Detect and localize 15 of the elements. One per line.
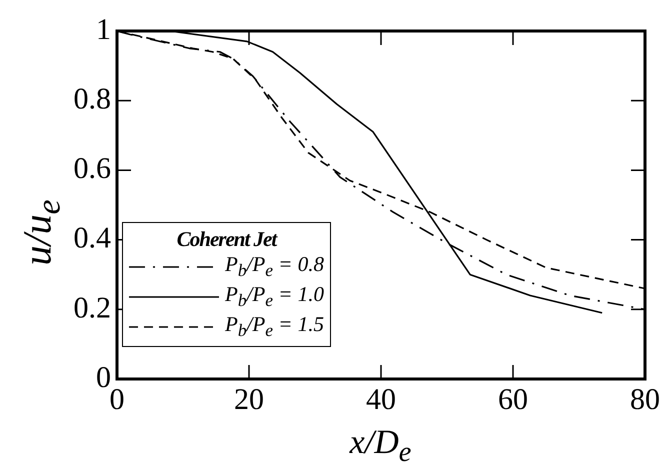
legend-label: P$_{b}$/P$_{e}$ = 1.0 (225, 282, 324, 312)
legend-label: P$_{b}$/P$_{e}$ = 0.8 (225, 252, 324, 282)
x-tick-label: 60 (498, 382, 528, 416)
x-tick-label: 80 (630, 382, 660, 416)
y-tick-label: 0.8 (74, 82, 111, 116)
y-tick-label: 0 (96, 360, 111, 394)
y-tick-label: 1 (96, 12, 111, 46)
y-tick-label: 0.6 (74, 152, 111, 186)
y-tick-label: 0.2 (74, 291, 111, 324)
y-tick-label: 0.4 (74, 222, 111, 255)
x-tick-label: 40 (366, 382, 396, 416)
x-tick-label: 20 (234, 382, 264, 416)
legend-title: Coherent Jet (176, 227, 278, 252)
legend-label: P$_{b}$/P$_{e}$ = 1.5 (225, 312, 324, 342)
x-axis-title: x/D$_{e}$ (348, 424, 412, 466)
